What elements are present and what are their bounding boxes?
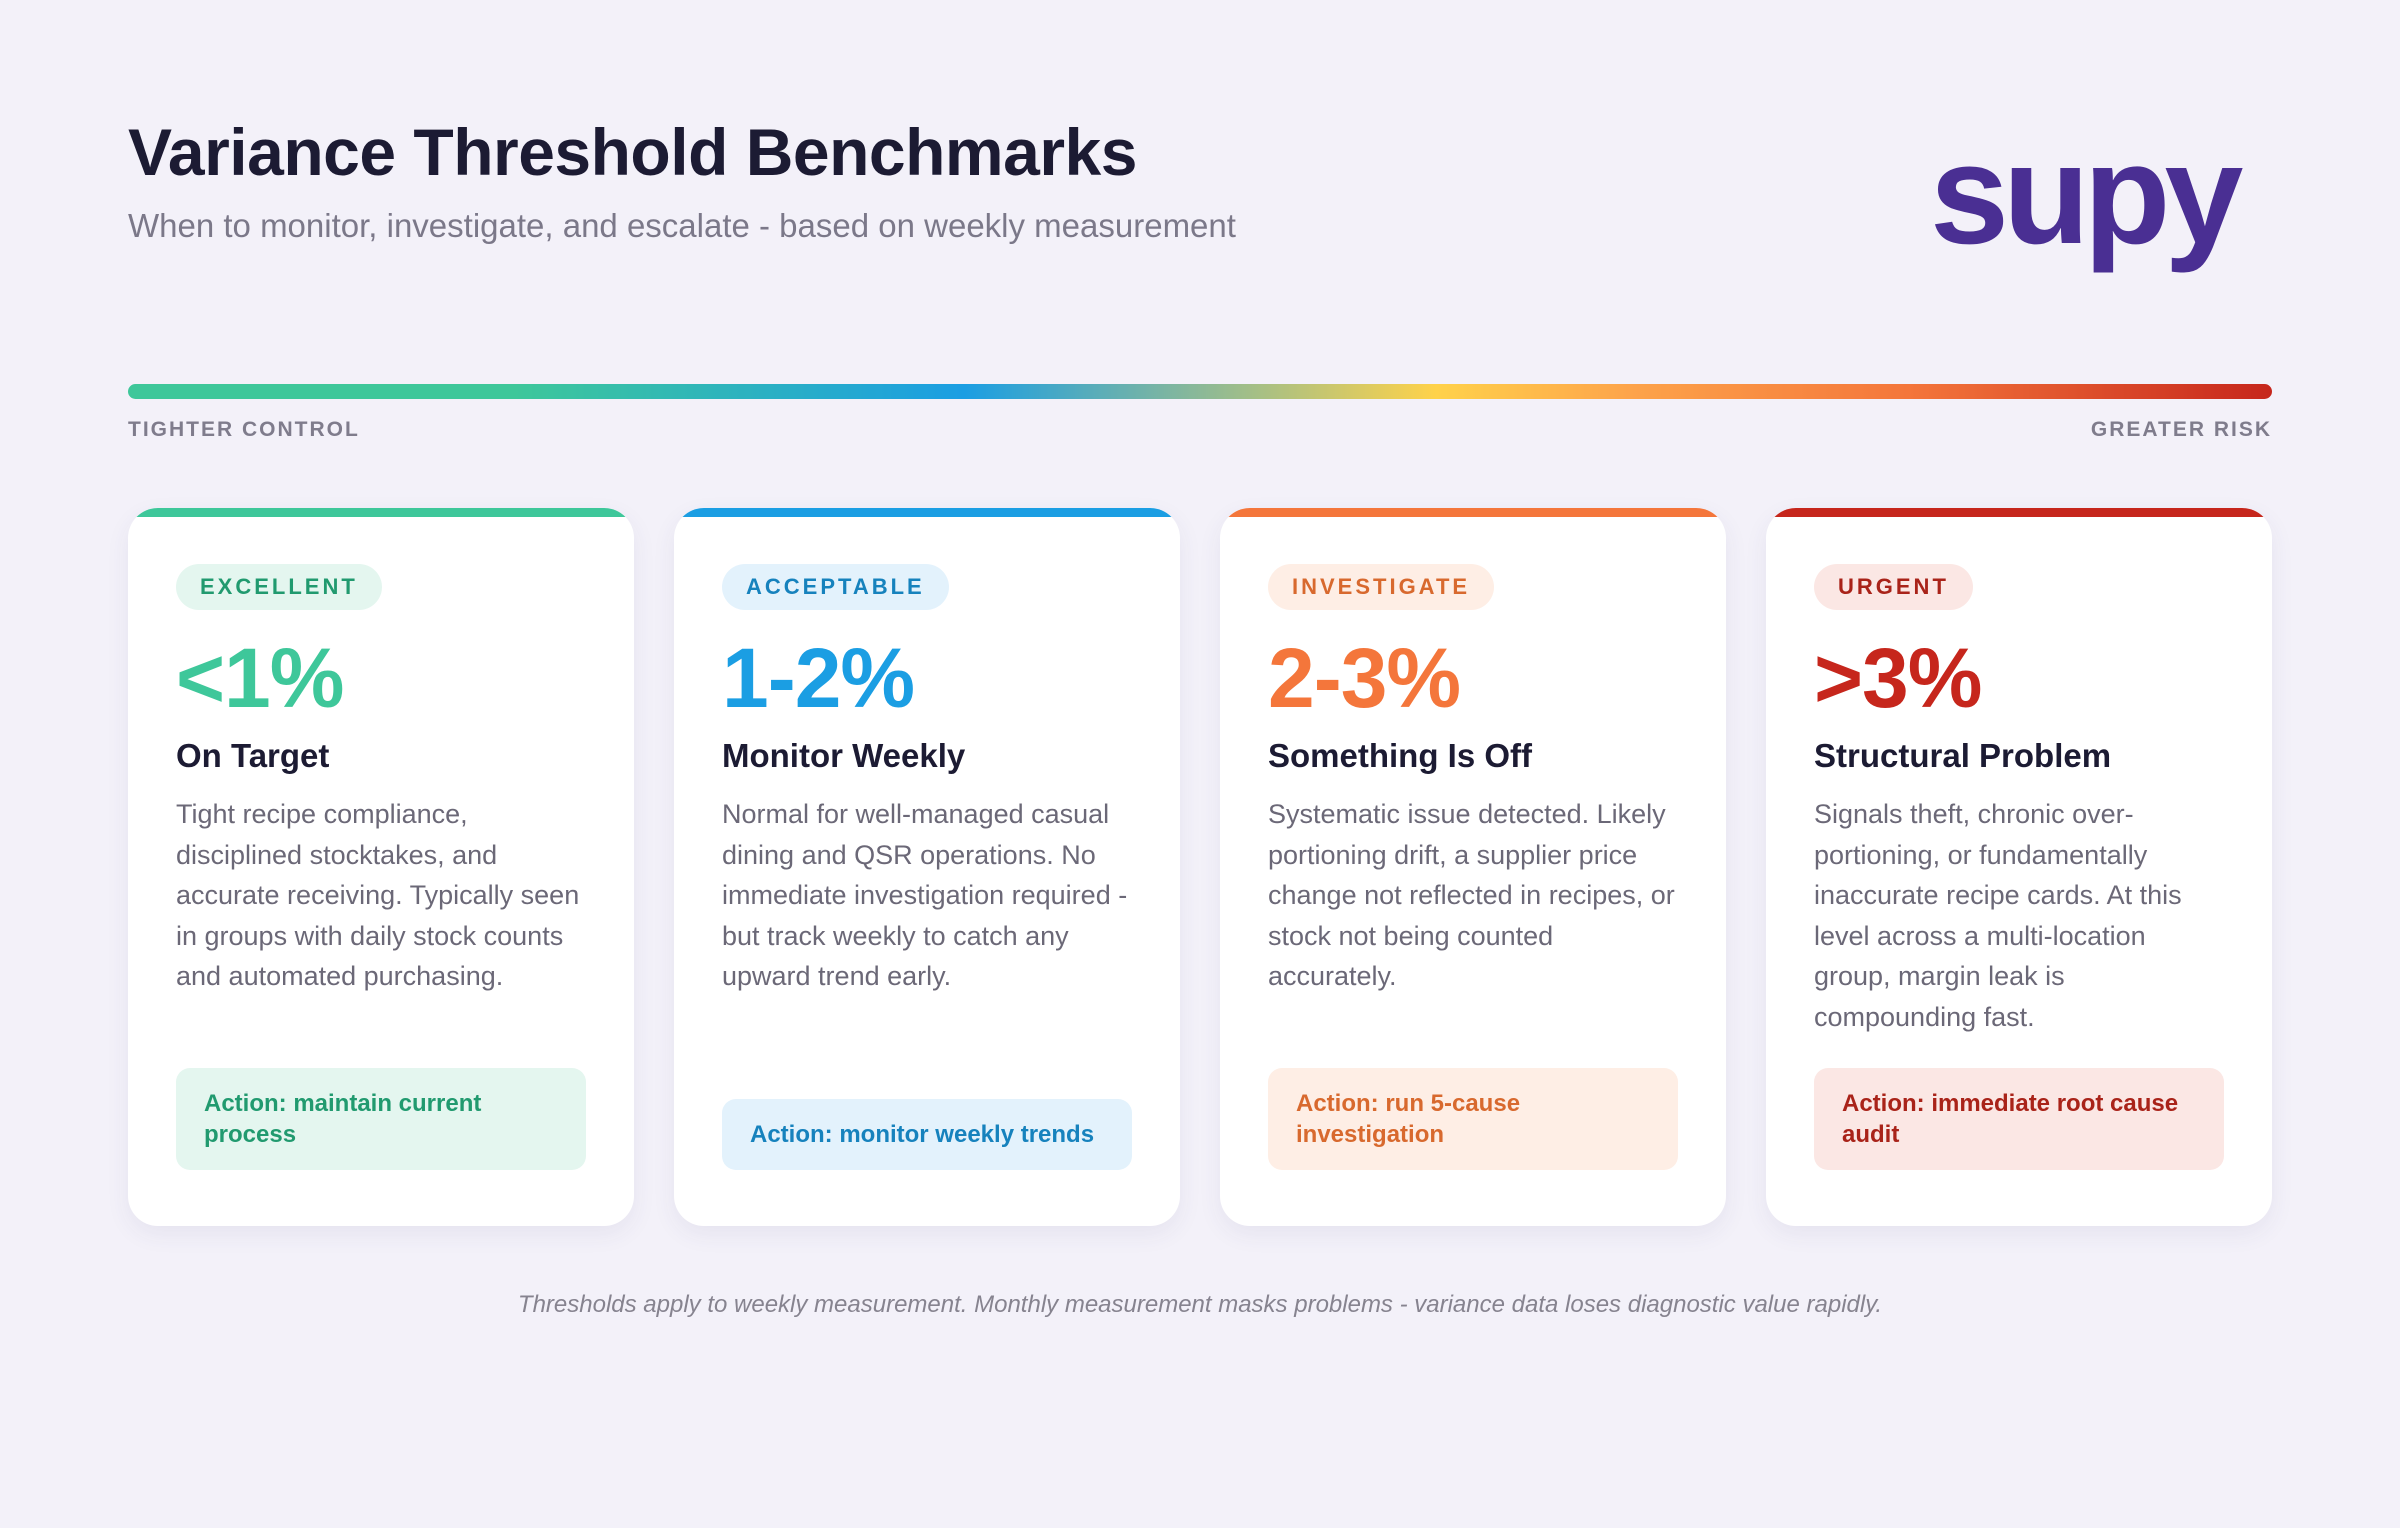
card-description: Systematic issue detected. Likely portio… xyxy=(1268,799,1675,991)
variance-range: <1% xyxy=(176,631,344,725)
action-box: Action: immediate root cause audit xyxy=(1814,1068,2224,1170)
supy-logo: supy xyxy=(1930,115,2243,274)
threshold-card-urgent: URGENT >3% Structural Problem Signals th… xyxy=(1766,508,2272,1226)
card-accent-stripe xyxy=(128,508,634,517)
action-box: Action: monitor weekly trends xyxy=(722,1099,1132,1170)
header: Variance Threshold Benchmarks When to mo… xyxy=(128,110,1728,246)
threshold-card-acceptable: ACCEPTABLE 1-2% Monitor Weekly Normal fo… xyxy=(674,508,1180,1226)
threshold-cards: EXCELLENT <1% On Target Tight recipe com… xyxy=(128,508,2272,1226)
footnote: Thresholds apply to weekly measurement. … xyxy=(517,1291,1883,1318)
status-badge: INVESTIGATE xyxy=(1268,564,1495,610)
page-title: Variance Threshold Benchmarks xyxy=(128,115,1137,189)
variance-range: 1-2% xyxy=(722,631,915,725)
action-box: Action: maintain current process xyxy=(176,1068,586,1170)
card-heading: Monitor Weekly xyxy=(722,737,966,774)
card-description: Normal for well-managed casual dining an… xyxy=(722,799,1128,991)
card-accent-stripe xyxy=(1766,508,2272,517)
status-badge: ACCEPTABLE xyxy=(722,564,949,610)
scale-label-right: GREATER RISK xyxy=(2090,418,2272,441)
threshold-card-excellent: EXCELLENT <1% On Target Tight recipe com… xyxy=(128,508,634,1226)
risk-gradient-bar xyxy=(128,384,2272,399)
variance-range: >3% xyxy=(1814,631,1982,725)
card-heading: Structural Problem xyxy=(1814,737,2112,774)
card-accent-stripe xyxy=(1220,508,1726,517)
scale-label-left: TIGHTER CONTROL xyxy=(128,418,360,441)
status-badge: URGENT xyxy=(1814,564,1973,610)
card-description: Signals theft, chronic over-portioning, … xyxy=(1814,799,2182,1032)
card-heading: Something Is Off xyxy=(1268,737,1532,774)
status-badge: EXCELLENT xyxy=(176,564,382,610)
action-box: Action: run 5-cause investigation xyxy=(1268,1068,1678,1170)
variance-range: 2-3% xyxy=(1268,631,1461,725)
card-description: Tight recipe compliance, disciplined sto… xyxy=(176,799,580,991)
card-heading: On Target xyxy=(176,737,330,774)
threshold-card-investigate: INVESTIGATE 2-3% Something Is Off System… xyxy=(1220,508,1726,1226)
card-accent-stripe xyxy=(674,508,1180,517)
page-subtitle: When to monitor, investigate, and escala… xyxy=(128,207,1236,244)
